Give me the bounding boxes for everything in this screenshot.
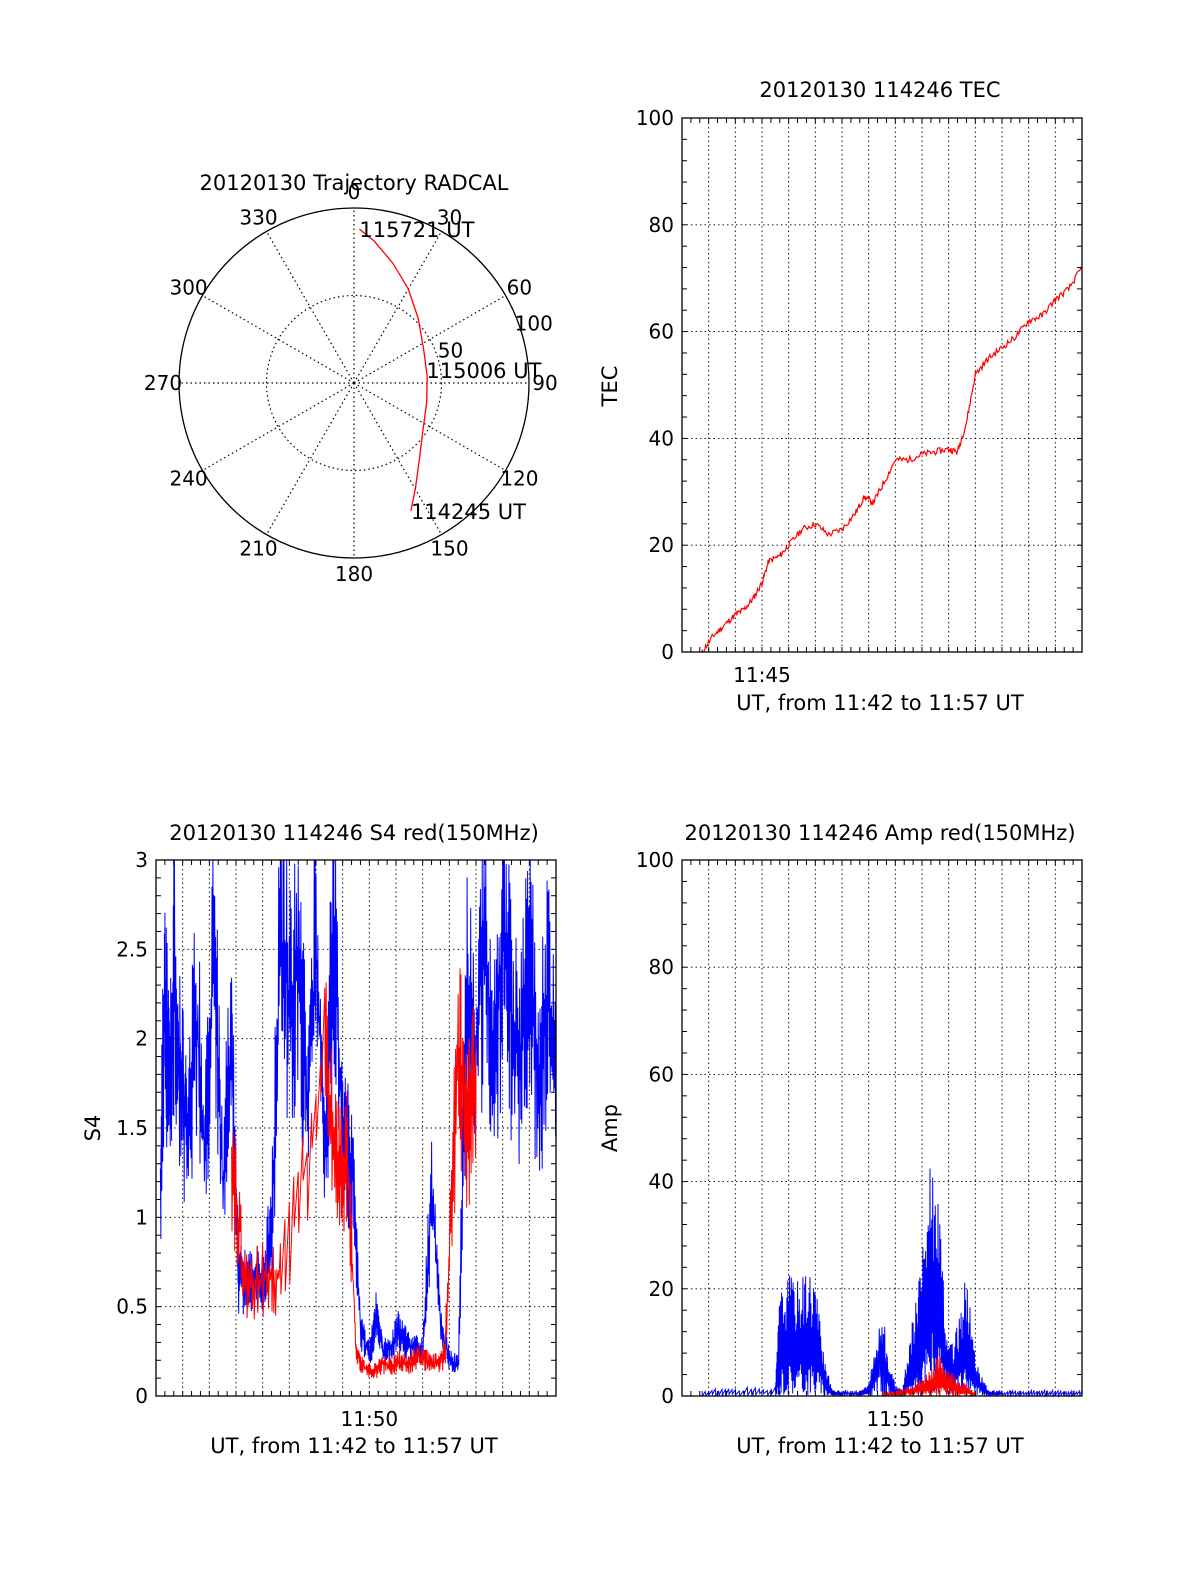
- s4-panel: 20120130 114246 S4 red(150MHz) 0 0.5 1 1.5 2…: [81, 821, 557, 1458]
- y-tick-label: 80: [649, 213, 674, 237]
- amp-title: 20120130 114246 Amp red(150MHz): [684, 821, 1075, 845]
- s4-ytick-labels: 0 0.5 1 1.5 2 2.5 3: [116, 848, 148, 1408]
- polar-azimuth-label: 120: [500, 467, 538, 491]
- red-series-line: [701, 266, 1083, 653]
- y-tick-label: 60: [649, 320, 674, 344]
- tec-xlabel: UT, from 11:42 to 11:57 UT: [736, 691, 1024, 715]
- s4-ticks: [155, 859, 557, 1397]
- y-tick-label: 2: [135, 1027, 148, 1051]
- x-tick-label: 11:50: [341, 1407, 399, 1431]
- s4-series: [159, 859, 557, 1379]
- polar-azimuth-label: 270: [144, 371, 182, 395]
- s4-plot-frame: [155, 859, 557, 1397]
- polar-azimuth-label: 90: [532, 371, 557, 395]
- tec-ticks: [681, 117, 1083, 653]
- y-tick-label: 3: [135, 848, 148, 872]
- tec-ytick-labels: 0 20 40 60 80 100: [636, 106, 674, 664]
- x-tick-label: 11:50: [867, 1407, 925, 1431]
- polar-azimuth-label: 210: [239, 536, 277, 560]
- polar-trajectory-line: [358, 228, 428, 512]
- polar-azimuth-label: 0: [348, 180, 361, 204]
- y-tick-label: 1.5: [116, 1116, 148, 1140]
- polar-spoke-210: [265, 382, 355, 535]
- polar-radial-label: 50: [438, 339, 463, 363]
- polar-title: 20120130 Trajectory RADCAL: [200, 171, 509, 195]
- polar-time-labels: 115721 UT 115006 UT 114245 UT: [359, 218, 541, 524]
- y-tick-label: 40: [649, 426, 674, 450]
- amp-plot-frame: [681, 859, 1083, 1397]
- blue-series-line: [159, 859, 557, 1373]
- polar-radial-labels: 50 100: [438, 312, 553, 363]
- polar-spoke-240: [202, 382, 355, 472]
- polar-outer-circle: [178, 207, 530, 559]
- tec-grid: [682, 118, 1082, 652]
- amp-ytick-labels: 0 20 40 60 80 100: [636, 848, 674, 1408]
- red-series-line: [881, 1356, 976, 1398]
- amp-xtick-labels: 11:50: [867, 1407, 925, 1431]
- x-tick-label: 11:45: [733, 663, 791, 687]
- y-tick-label: 20: [649, 1277, 674, 1301]
- polar-time-label: 114245 UT: [411, 500, 526, 524]
- tec-panel: 20120130 114246 TEC 0 20 40 60 80 100 11:45 U…: [598, 78, 1083, 715]
- y-tick-label: 0: [135, 1384, 148, 1408]
- s4-xtick-labels: 11:50: [341, 1407, 399, 1431]
- y-tick-label: 1: [135, 1205, 148, 1229]
- polar-time-label: 115721 UT: [359, 218, 474, 242]
- s4-ylabel: S4: [81, 1115, 105, 1142]
- y-tick-label: 60: [649, 1062, 674, 1086]
- polar-ring-50: [265, 294, 443, 472]
- polar-azimuth-label: 60: [507, 276, 532, 300]
- amp-panel: 20120130 114246 Amp red(150MHz) 0 20 40 60 8…: [598, 821, 1083, 1458]
- amp-ticks: [681, 859, 1083, 1397]
- polar-azimuth-label: 330: [239, 206, 277, 230]
- polar-azimuth-label: 300: [169, 276, 207, 300]
- y-tick-label: 40: [649, 1170, 674, 1194]
- polar-azimuth-label: 150: [430, 536, 468, 560]
- amp-grid: [682, 860, 1082, 1396]
- y-tick-label: 0.5: [116, 1295, 148, 1319]
- polar-azimuth-label: 180: [335, 562, 373, 586]
- polar-azimuth-labels: 0 30 60 90 120 150 180 210 240 270 300 330: [144, 180, 558, 586]
- y-tick-label: 100: [636, 848, 674, 872]
- tec-plot-frame: [681, 117, 1083, 653]
- y-tick-label: 0: [661, 1384, 674, 1408]
- y-tick-label: 100: [636, 106, 674, 130]
- tec-series: [701, 266, 1083, 653]
- y-tick-label: 80: [649, 955, 674, 979]
- polar-radial-label: 100: [515, 312, 553, 336]
- tec-title: 20120130 114246 TEC: [759, 78, 1000, 102]
- tec-ylabel: TEC: [598, 366, 622, 408]
- polar-azimuth-label: 30: [437, 206, 462, 230]
- red-series-line: [231, 968, 477, 1379]
- y-tick-label: 0: [661, 640, 674, 664]
- polar-time-label: 115006 UT: [426, 359, 541, 383]
- polar-panel: 20120130 Trajectory RADCAL 0 30 60 90 120 150…: [144, 171, 558, 586]
- polar-grid: [179, 208, 529, 558]
- s4-title: 20120130 114246 S4 red(150MHz): [169, 821, 539, 845]
- y-tick-label: 2.5: [116, 937, 148, 961]
- amp-xlabel: UT, from 11:42 to 11:57 UT: [736, 1434, 1024, 1458]
- y-tick-label: 20: [649, 533, 674, 557]
- amp-ylabel: Amp: [598, 1104, 622, 1152]
- amp-series: [701, 1168, 1083, 1398]
- tec-xtick-labels: 11:45: [733, 663, 791, 687]
- polar-azimuth-label: 240: [169, 467, 207, 491]
- blue-series-line: [701, 1168, 1083, 1398]
- s4-xlabel: UT, from 11:42 to 11:57 UT: [210, 1434, 498, 1458]
